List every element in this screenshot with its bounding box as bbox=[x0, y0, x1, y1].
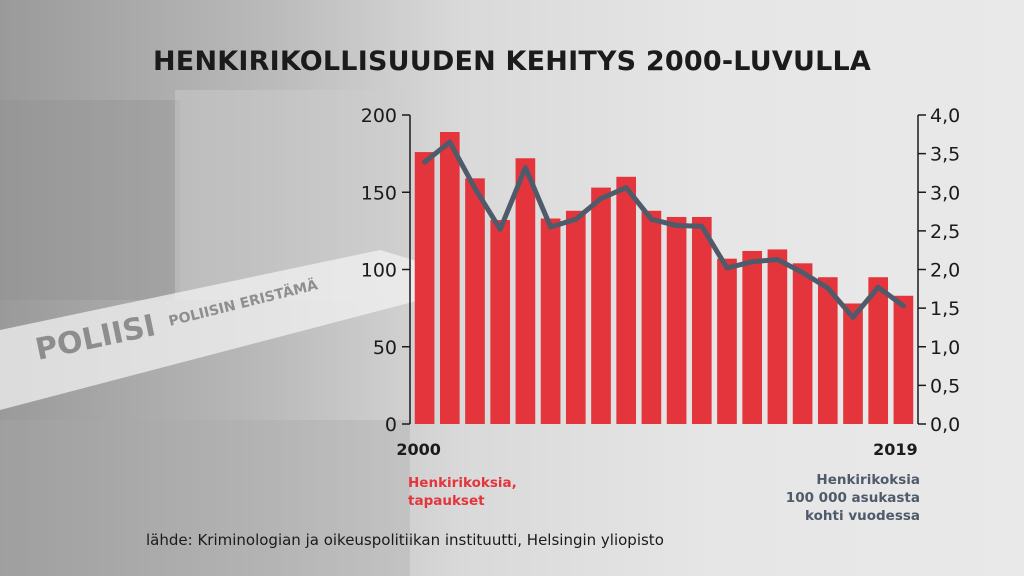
bar-2011 bbox=[691, 216, 712, 424]
line-point-2012 bbox=[724, 265, 730, 271]
line-point-2016 bbox=[825, 285, 830, 291]
police-tape bbox=[0, 250, 420, 410]
line-point-2015 bbox=[800, 270, 805, 275]
bar-2012 bbox=[717, 258, 737, 424]
line-point-2001 bbox=[447, 139, 452, 145]
y-right-tick-label: 2,5 bbox=[930, 221, 960, 243]
line-path bbox=[422, 139, 906, 320]
y-left-tick-label: 200 bbox=[361, 105, 397, 127]
y-left-tick-label: 0 bbox=[385, 414, 397, 436]
axes: 0 50 100 150 200 0,0 0,5 1,0 1,5 2,0 2,5 3,0 3,5 4,0 2… bbox=[361, 105, 960, 459]
bar-2004 bbox=[515, 158, 536, 424]
bar-2006 bbox=[565, 210, 586, 424]
line-point-2008 bbox=[624, 185, 629, 190]
legend-bars-line1: Henkirikoksia, bbox=[408, 475, 517, 491]
line-point-2013 bbox=[750, 259, 755, 264]
legend-bars-line2: tapaukset bbox=[408, 493, 485, 509]
y-right-tick-label: 0,5 bbox=[930, 375, 960, 397]
legend-bars: Henkirikoksia, tapaukset bbox=[408, 474, 608, 510]
line-point-2009 bbox=[649, 217, 654, 222]
x-tick-label-last: 2019 bbox=[873, 440, 918, 459]
chart-title: HENKIRIKOLLISUUDEN KEHITYS 2000-LUVULLA bbox=[153, 46, 871, 77]
bar-2018 bbox=[868, 277, 889, 424]
line-point-2010 bbox=[674, 223, 679, 228]
y-right-tick-label: 1,5 bbox=[930, 298, 960, 320]
line-point-2019 bbox=[901, 303, 906, 309]
y-right-tick-label: 0,0 bbox=[930, 414, 960, 436]
bar-2009 bbox=[641, 210, 662, 424]
source-note: lähde: Kriminologian ja oikeuspolitiikan… bbox=[146, 531, 664, 549]
line-point-2003 bbox=[498, 227, 503, 232]
line-point-2002 bbox=[472, 186, 478, 191]
bar-2001 bbox=[439, 131, 460, 424]
line-point-2014 bbox=[775, 257, 780, 262]
line-point-2018 bbox=[876, 285, 881, 290]
bar-2014 bbox=[767, 249, 788, 424]
y-right-tick-label: 1,0 bbox=[930, 337, 960, 359]
legend-line: Henkirikoksia 100 000 asukasta kohti vuo… bbox=[720, 471, 920, 525]
line-series bbox=[422, 139, 906, 320]
bar-2016 bbox=[817, 277, 838, 424]
y-right-tick-label: 3,0 bbox=[930, 182, 960, 204]
bar-2002 bbox=[465, 178, 485, 424]
line-point-2007 bbox=[598, 196, 604, 201]
y-right-tick-label: 3,5 bbox=[930, 144, 960, 166]
y-right-tick-label: 2,0 bbox=[930, 260, 960, 282]
bar-2007 bbox=[591, 187, 611, 424]
y-left-tick-label: 150 bbox=[361, 182, 397, 204]
line-point-2006 bbox=[573, 217, 578, 222]
line-point-2000 bbox=[422, 159, 427, 165]
bar-2003 bbox=[490, 220, 511, 424]
legend-line-line3: kohti vuodessa bbox=[805, 508, 920, 524]
bar-2019 bbox=[893, 295, 914, 424]
y-left-tick-label: 100 bbox=[361, 260, 397, 282]
line-point-2004 bbox=[523, 165, 528, 170]
x-tick-label-first: 2000 bbox=[396, 440, 441, 459]
line-point-2005 bbox=[548, 224, 553, 230]
line-point-2017 bbox=[850, 315, 856, 320]
bar-series bbox=[414, 131, 914, 424]
bar-2010 bbox=[666, 216, 687, 424]
y-right-tick-label: 4,0 bbox=[930, 105, 960, 127]
bar-2005 bbox=[540, 218, 561, 424]
bar-2008 bbox=[616, 176, 637, 424]
bar-2013 bbox=[742, 250, 763, 424]
bar-2000 bbox=[414, 152, 435, 424]
legend-line-line2: 100 000 asukasta bbox=[785, 490, 920, 506]
bar-2015 bbox=[792, 263, 813, 424]
bar-2017 bbox=[843, 303, 863, 424]
line-point-2011 bbox=[699, 224, 704, 229]
legend-line-line1: Henkirikoksia bbox=[816, 472, 920, 488]
y-left-tick-label: 50 bbox=[373, 337, 397, 359]
